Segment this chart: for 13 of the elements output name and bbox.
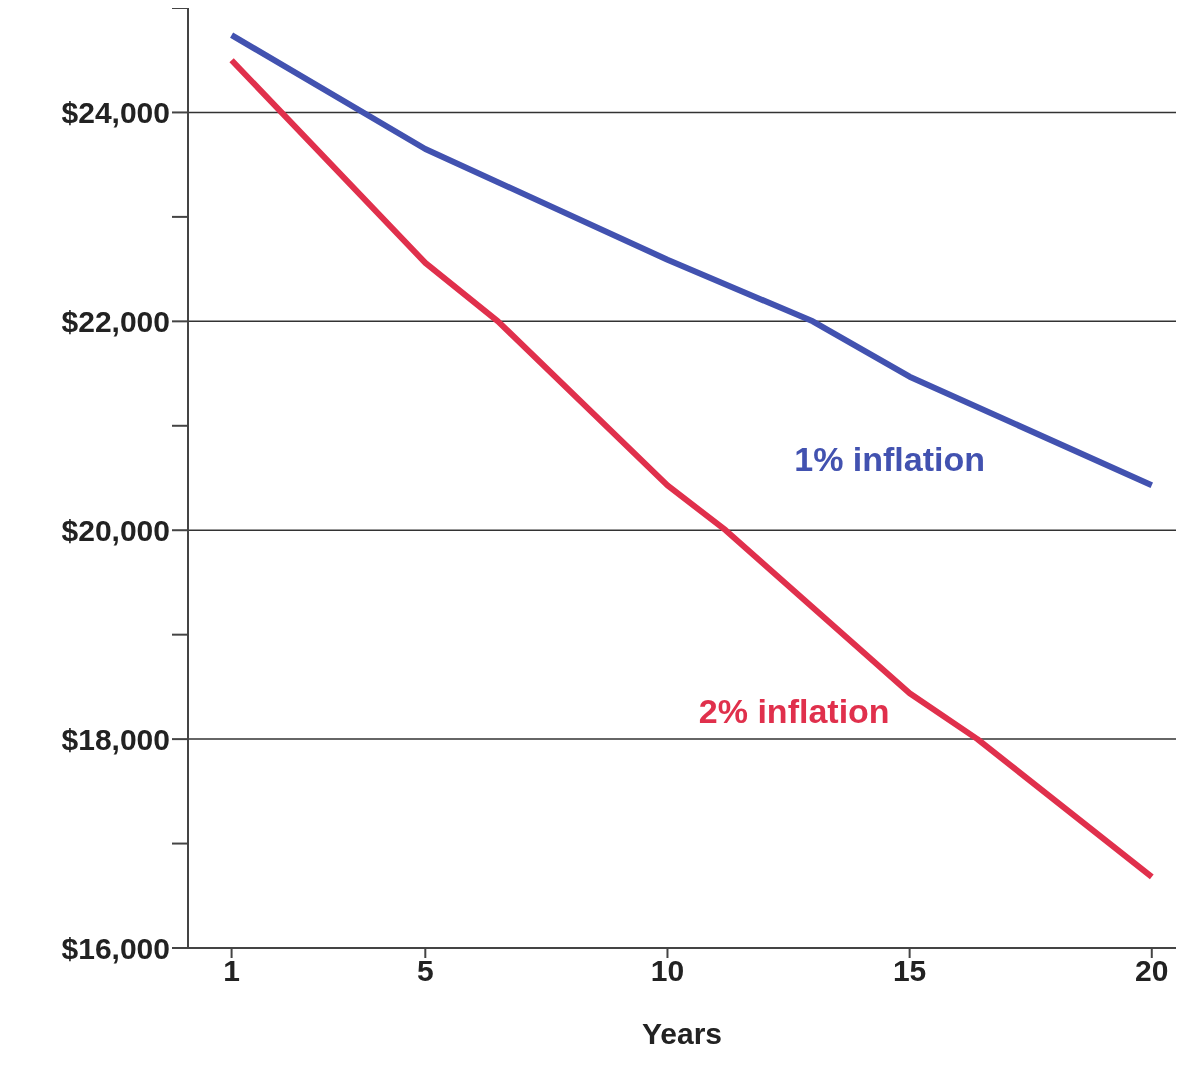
x-tick-label: 15 [892,954,927,988]
y-tick-label: $24,000 [61,96,170,130]
series-label: 2% inflation [698,692,890,731]
y-tick-label: $16,000 [61,931,170,965]
x-tick-label: 10 [650,954,685,988]
x-tick-label: 20 [1135,954,1169,988]
y-tick-label: $22,000 [61,304,170,338]
y-tick-label: $20,000 [61,513,170,547]
x-axis-title: Years [641,1017,723,1050]
x-tick-label: 1 [223,954,240,988]
series-label: 1% inflation [794,439,986,478]
y-tick-label: $18,000 [61,722,170,756]
x-tick-label: 5 [416,954,434,988]
